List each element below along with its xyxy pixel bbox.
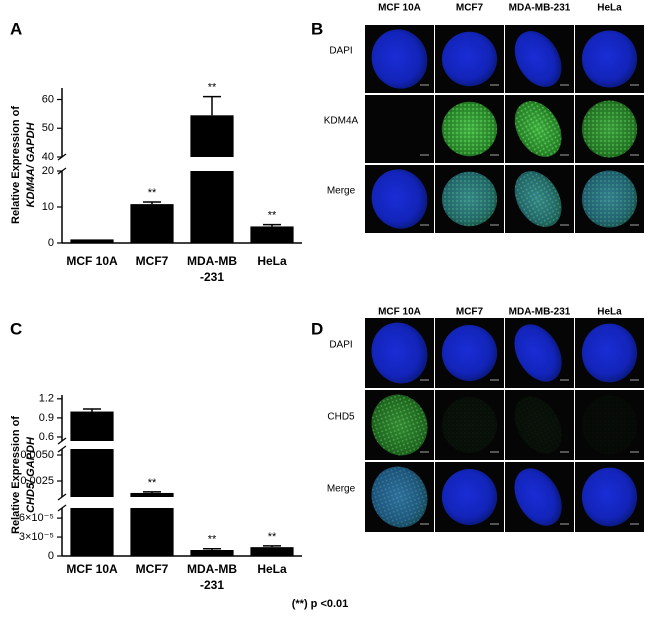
axis-break <box>57 437 67 445</box>
y-tick-label: 0.0025 <box>20 475 54 487</box>
nucleus-dapi <box>371 169 428 229</box>
y-tick-label: 0.0050 <box>20 449 54 461</box>
bar <box>70 449 114 497</box>
y-tick-label: 3×10⁻⁵ <box>19 531 54 543</box>
y-axis-label: CHD5/ GAPDH <box>25 436 37 513</box>
signal-speckle <box>441 397 498 453</box>
significance-label: ** <box>208 82 217 94</box>
x-tick-label: MDA-MB -231 <box>187 254 237 284</box>
column-header: MCF 10A <box>378 3 421 14</box>
row-label: CHD5 <box>327 412 355 423</box>
signal-speckle <box>514 171 562 227</box>
signal-speckle <box>582 396 637 455</box>
signal-speckle <box>514 101 562 157</box>
row-label: Merge <box>327 484 356 495</box>
signal-speckle <box>581 170 638 228</box>
signal-speckle <box>581 100 638 158</box>
significance-label: ** <box>148 187 157 199</box>
significance-label: ** <box>268 531 277 543</box>
y-tick-label: 6×10⁻⁵ <box>19 512 54 524</box>
nucleus-dapi <box>514 324 562 382</box>
x-tick-label: HeLa <box>257 254 287 268</box>
bar <box>70 508 114 556</box>
row-label: DAPI <box>329 46 352 57</box>
column-header: MDA-MB-231 <box>509 307 571 318</box>
y-tick-label: 0 <box>48 237 54 249</box>
panel-label: D <box>311 319 323 338</box>
bar <box>190 550 234 556</box>
nucleus-dapi <box>441 325 498 381</box>
axis-break <box>57 493 67 501</box>
footnote: (**) p <0.01 <box>292 598 349 610</box>
bar <box>250 547 294 556</box>
column-header: HeLa <box>597 307 622 318</box>
signal-speckle <box>441 171 498 227</box>
nucleus-dapi <box>581 467 638 527</box>
x-tick-label: MCF 10A <box>66 562 118 576</box>
significance-label: ** <box>208 534 217 546</box>
bar <box>70 411 114 441</box>
y-tick-label: 60 <box>42 93 54 105</box>
x-tick-label: MCF 10A <box>66 254 118 268</box>
nucleus-dapi <box>581 30 638 88</box>
x-tick-label: HeLa <box>257 562 287 576</box>
bar <box>130 492 174 497</box>
y-axis-label: Relative Expression of <box>10 106 22 224</box>
nucleus-dapi <box>441 31 498 87</box>
signal-speckle <box>441 101 498 157</box>
y-tick-label: 10 <box>42 201 54 213</box>
axis-break <box>57 445 67 453</box>
column-header: HeLa <box>597 3 622 14</box>
y-axis-label: Relative Expression of <box>10 416 22 534</box>
bar <box>190 115 234 157</box>
micrograph <box>365 95 434 163</box>
nucleus-dapi <box>371 29 428 89</box>
nucleus-dapi <box>514 468 562 526</box>
nucleus-dapi <box>514 31 562 87</box>
y-tick-label: 20 <box>42 165 54 177</box>
signal-speckle <box>514 396 562 454</box>
row-label: Merge <box>327 186 356 197</box>
y-axis-label: KDM4A/ GAPDH <box>25 121 37 207</box>
bar <box>130 204 174 243</box>
y-tick-label: 40 <box>42 151 54 163</box>
bar <box>250 226 294 243</box>
bar <box>70 239 114 243</box>
column-header: MCF7 <box>456 307 484 318</box>
x-tick-label: MCF7 <box>136 254 169 268</box>
significance-label: ** <box>148 477 157 489</box>
column-header: MDA-MB-231 <box>509 3 571 14</box>
nucleus-dapi <box>441 469 498 525</box>
y-tick-label: 0 <box>48 550 54 562</box>
column-header: MCF7 <box>456 3 484 14</box>
nucleus-dapi <box>581 323 638 383</box>
column-header: MCF 10A <box>378 307 421 318</box>
axis-break <box>57 504 67 512</box>
micrograph <box>575 390 644 460</box>
panel-label: C <box>10 319 22 338</box>
y-tick-label: 0.6 <box>39 431 54 443</box>
panel-label: B <box>311 19 323 38</box>
bar <box>190 171 234 243</box>
significance-label: ** <box>268 210 277 222</box>
y-tick-label: 1.2 <box>39 393 54 405</box>
bar <box>130 508 174 556</box>
y-tick-label: 0.9 <box>39 412 54 424</box>
panel-label: A <box>10 19 22 38</box>
signal-speckle <box>371 394 428 456</box>
signal-speckle <box>371 466 428 528</box>
x-tick-label: MCF7 <box>136 562 169 576</box>
row-label: DAPI <box>329 340 352 351</box>
x-tick-label: MDA-MB -231 <box>187 562 237 592</box>
nucleus-dapi <box>371 322 428 384</box>
y-tick-label: 50 <box>42 122 54 134</box>
row-label: KDM4A <box>324 116 359 127</box>
